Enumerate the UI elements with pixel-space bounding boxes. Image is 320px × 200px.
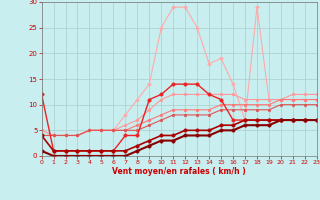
X-axis label: Vent moyen/en rafales ( km/h ): Vent moyen/en rafales ( km/h ) <box>112 167 246 176</box>
